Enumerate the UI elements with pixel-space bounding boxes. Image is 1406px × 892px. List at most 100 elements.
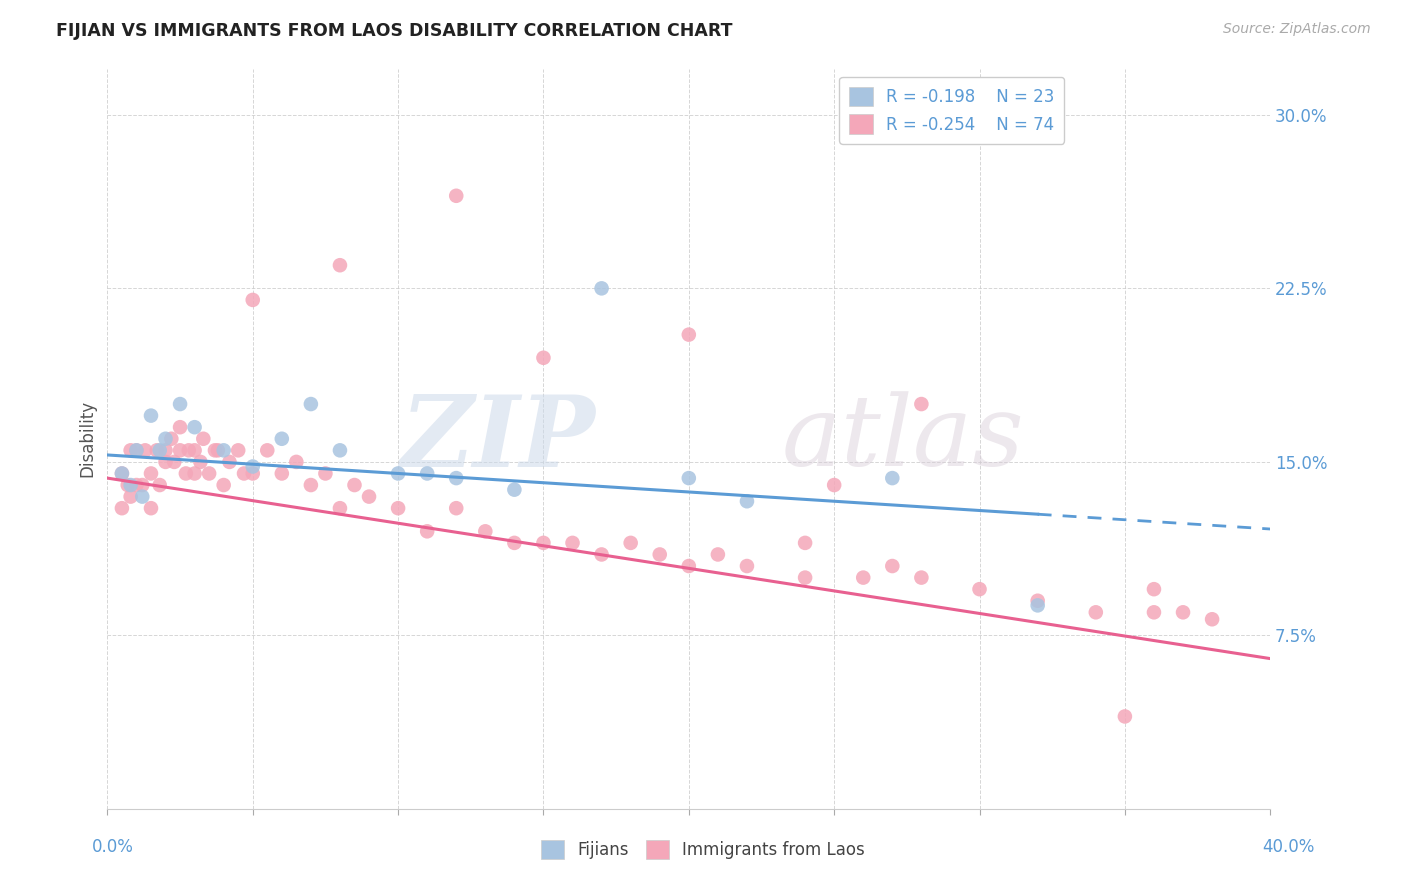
Text: 0.0%: 0.0%: [91, 838, 134, 855]
Point: [174, 467, 197, 481]
Text: ZIP: ZIP: [401, 391, 596, 487]
Point: [794, 536, 817, 550]
Point: [242, 467, 264, 481]
Point: [212, 443, 235, 458]
Point: [242, 293, 264, 307]
Point: [120, 490, 142, 504]
Point: [794, 571, 817, 585]
Point: [111, 501, 134, 516]
Point: [533, 536, 555, 550]
Point: [198, 467, 221, 481]
Point: [256, 443, 278, 458]
Point: [155, 443, 177, 458]
Point: [503, 536, 526, 550]
Point: [444, 471, 467, 485]
Point: [270, 467, 292, 481]
Point: [387, 467, 409, 481]
Point: [299, 397, 322, 411]
Point: [1143, 605, 1166, 619]
Point: [678, 471, 700, 485]
Point: [314, 467, 336, 481]
Point: [1026, 593, 1049, 607]
Point: [125, 478, 148, 492]
Point: [155, 432, 177, 446]
Point: [329, 501, 352, 516]
Point: [533, 351, 555, 365]
Point: [1026, 599, 1049, 613]
Point: [735, 559, 758, 574]
Point: [503, 483, 526, 497]
Point: [111, 467, 134, 481]
Point: [444, 188, 467, 202]
Point: [591, 281, 613, 295]
Y-axis label: Disability: Disability: [79, 401, 96, 477]
Point: [226, 443, 249, 458]
Point: [1171, 605, 1194, 619]
Point: [125, 443, 148, 458]
Point: [120, 478, 142, 492]
Point: [212, 478, 235, 492]
Point: [177, 443, 200, 458]
Point: [343, 478, 366, 492]
Legend: Fijians, Immigrants from Laos: Fijians, Immigrants from Laos: [534, 833, 872, 866]
Point: [146, 443, 169, 458]
Point: [149, 478, 172, 492]
Point: [620, 536, 643, 550]
Point: [131, 490, 153, 504]
Text: 40.0%: 40.0%: [1263, 838, 1315, 855]
Point: [111, 467, 134, 481]
Point: [648, 548, 671, 562]
Point: [218, 455, 240, 469]
Point: [163, 455, 186, 469]
Text: atlas: atlas: [782, 391, 1025, 486]
Point: [357, 490, 380, 504]
Point: [299, 478, 322, 492]
Point: [183, 467, 205, 481]
Point: [183, 443, 205, 458]
Point: [910, 571, 932, 585]
Text: FIJIAN VS IMMIGRANTS FROM LAOS DISABILITY CORRELATION CHART: FIJIAN VS IMMIGRANTS FROM LAOS DISABILIT…: [56, 22, 733, 40]
Point: [1114, 709, 1136, 723]
Point: [329, 258, 352, 272]
Point: [474, 524, 496, 539]
Point: [139, 467, 162, 481]
Point: [117, 478, 139, 492]
Point: [233, 467, 256, 481]
Point: [270, 432, 292, 446]
Text: Source: ZipAtlas.com: Source: ZipAtlas.com: [1223, 22, 1371, 37]
Point: [1084, 605, 1107, 619]
Point: [969, 582, 991, 597]
Legend: R = -0.198    N = 23, R = -0.254    N = 74: R = -0.198 N = 23, R = -0.254 N = 74: [839, 77, 1064, 144]
Point: [125, 443, 148, 458]
Point: [149, 443, 172, 458]
Point: [131, 478, 153, 492]
Point: [591, 548, 613, 562]
Point: [444, 501, 467, 516]
Point: [169, 397, 191, 411]
Point: [852, 571, 875, 585]
Point: [169, 443, 191, 458]
Point: [561, 536, 583, 550]
Point: [707, 548, 730, 562]
Point: [190, 455, 212, 469]
Point: [678, 559, 700, 574]
Point: [183, 420, 205, 434]
Point: [416, 524, 439, 539]
Point: [139, 409, 162, 423]
Point: [678, 327, 700, 342]
Point: [139, 501, 162, 516]
Point: [207, 443, 229, 458]
Point: [735, 494, 758, 508]
Point: [169, 420, 191, 434]
Point: [193, 432, 215, 446]
Point: [910, 397, 932, 411]
Point: [416, 467, 439, 481]
Point: [285, 455, 308, 469]
Point: [120, 443, 142, 458]
Point: [882, 471, 904, 485]
Point: [823, 478, 845, 492]
Point: [329, 443, 352, 458]
Point: [242, 459, 264, 474]
Point: [882, 559, 904, 574]
Point: [1201, 612, 1223, 626]
